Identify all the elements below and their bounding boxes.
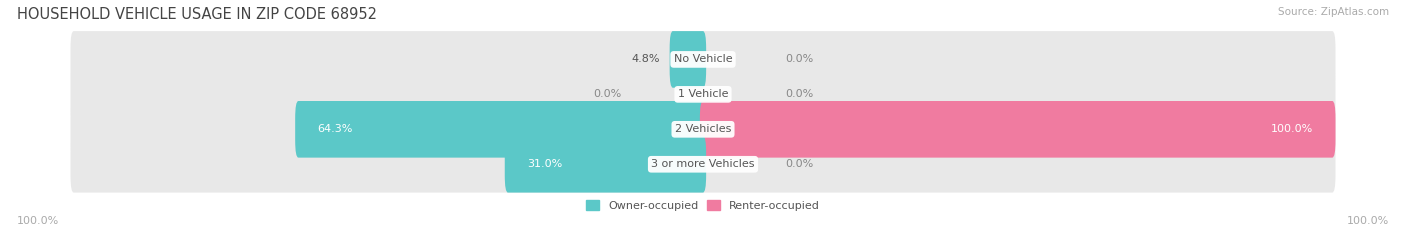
Text: 3 or more Vehicles: 3 or more Vehicles (651, 159, 755, 169)
Text: 2 Vehicles: 2 Vehicles (675, 124, 731, 134)
Text: 64.3%: 64.3% (318, 124, 353, 134)
FancyBboxPatch shape (70, 31, 1336, 88)
Text: 0.0%: 0.0% (785, 55, 813, 64)
Text: 0.0%: 0.0% (785, 89, 813, 99)
FancyBboxPatch shape (295, 101, 706, 158)
FancyBboxPatch shape (70, 136, 1336, 192)
FancyBboxPatch shape (669, 31, 706, 88)
Text: 4.8%: 4.8% (631, 55, 661, 64)
FancyBboxPatch shape (700, 101, 1336, 158)
Text: No Vehicle: No Vehicle (673, 55, 733, 64)
Text: Source: ZipAtlas.com: Source: ZipAtlas.com (1278, 7, 1389, 17)
Text: 1 Vehicle: 1 Vehicle (678, 89, 728, 99)
Legend: Owner-occupied, Renter-occupied: Owner-occupied, Renter-occupied (581, 196, 825, 215)
FancyBboxPatch shape (505, 136, 706, 192)
Text: 100.0%: 100.0% (1271, 124, 1313, 134)
Text: 0.0%: 0.0% (593, 89, 621, 99)
Text: HOUSEHOLD VEHICLE USAGE IN ZIP CODE 68952: HOUSEHOLD VEHICLE USAGE IN ZIP CODE 6895… (17, 7, 377, 22)
FancyBboxPatch shape (70, 66, 1336, 123)
Text: 0.0%: 0.0% (785, 159, 813, 169)
FancyBboxPatch shape (70, 101, 1336, 158)
Text: 31.0%: 31.0% (527, 159, 562, 169)
Text: 100.0%: 100.0% (1347, 216, 1389, 226)
Text: 100.0%: 100.0% (17, 216, 59, 226)
